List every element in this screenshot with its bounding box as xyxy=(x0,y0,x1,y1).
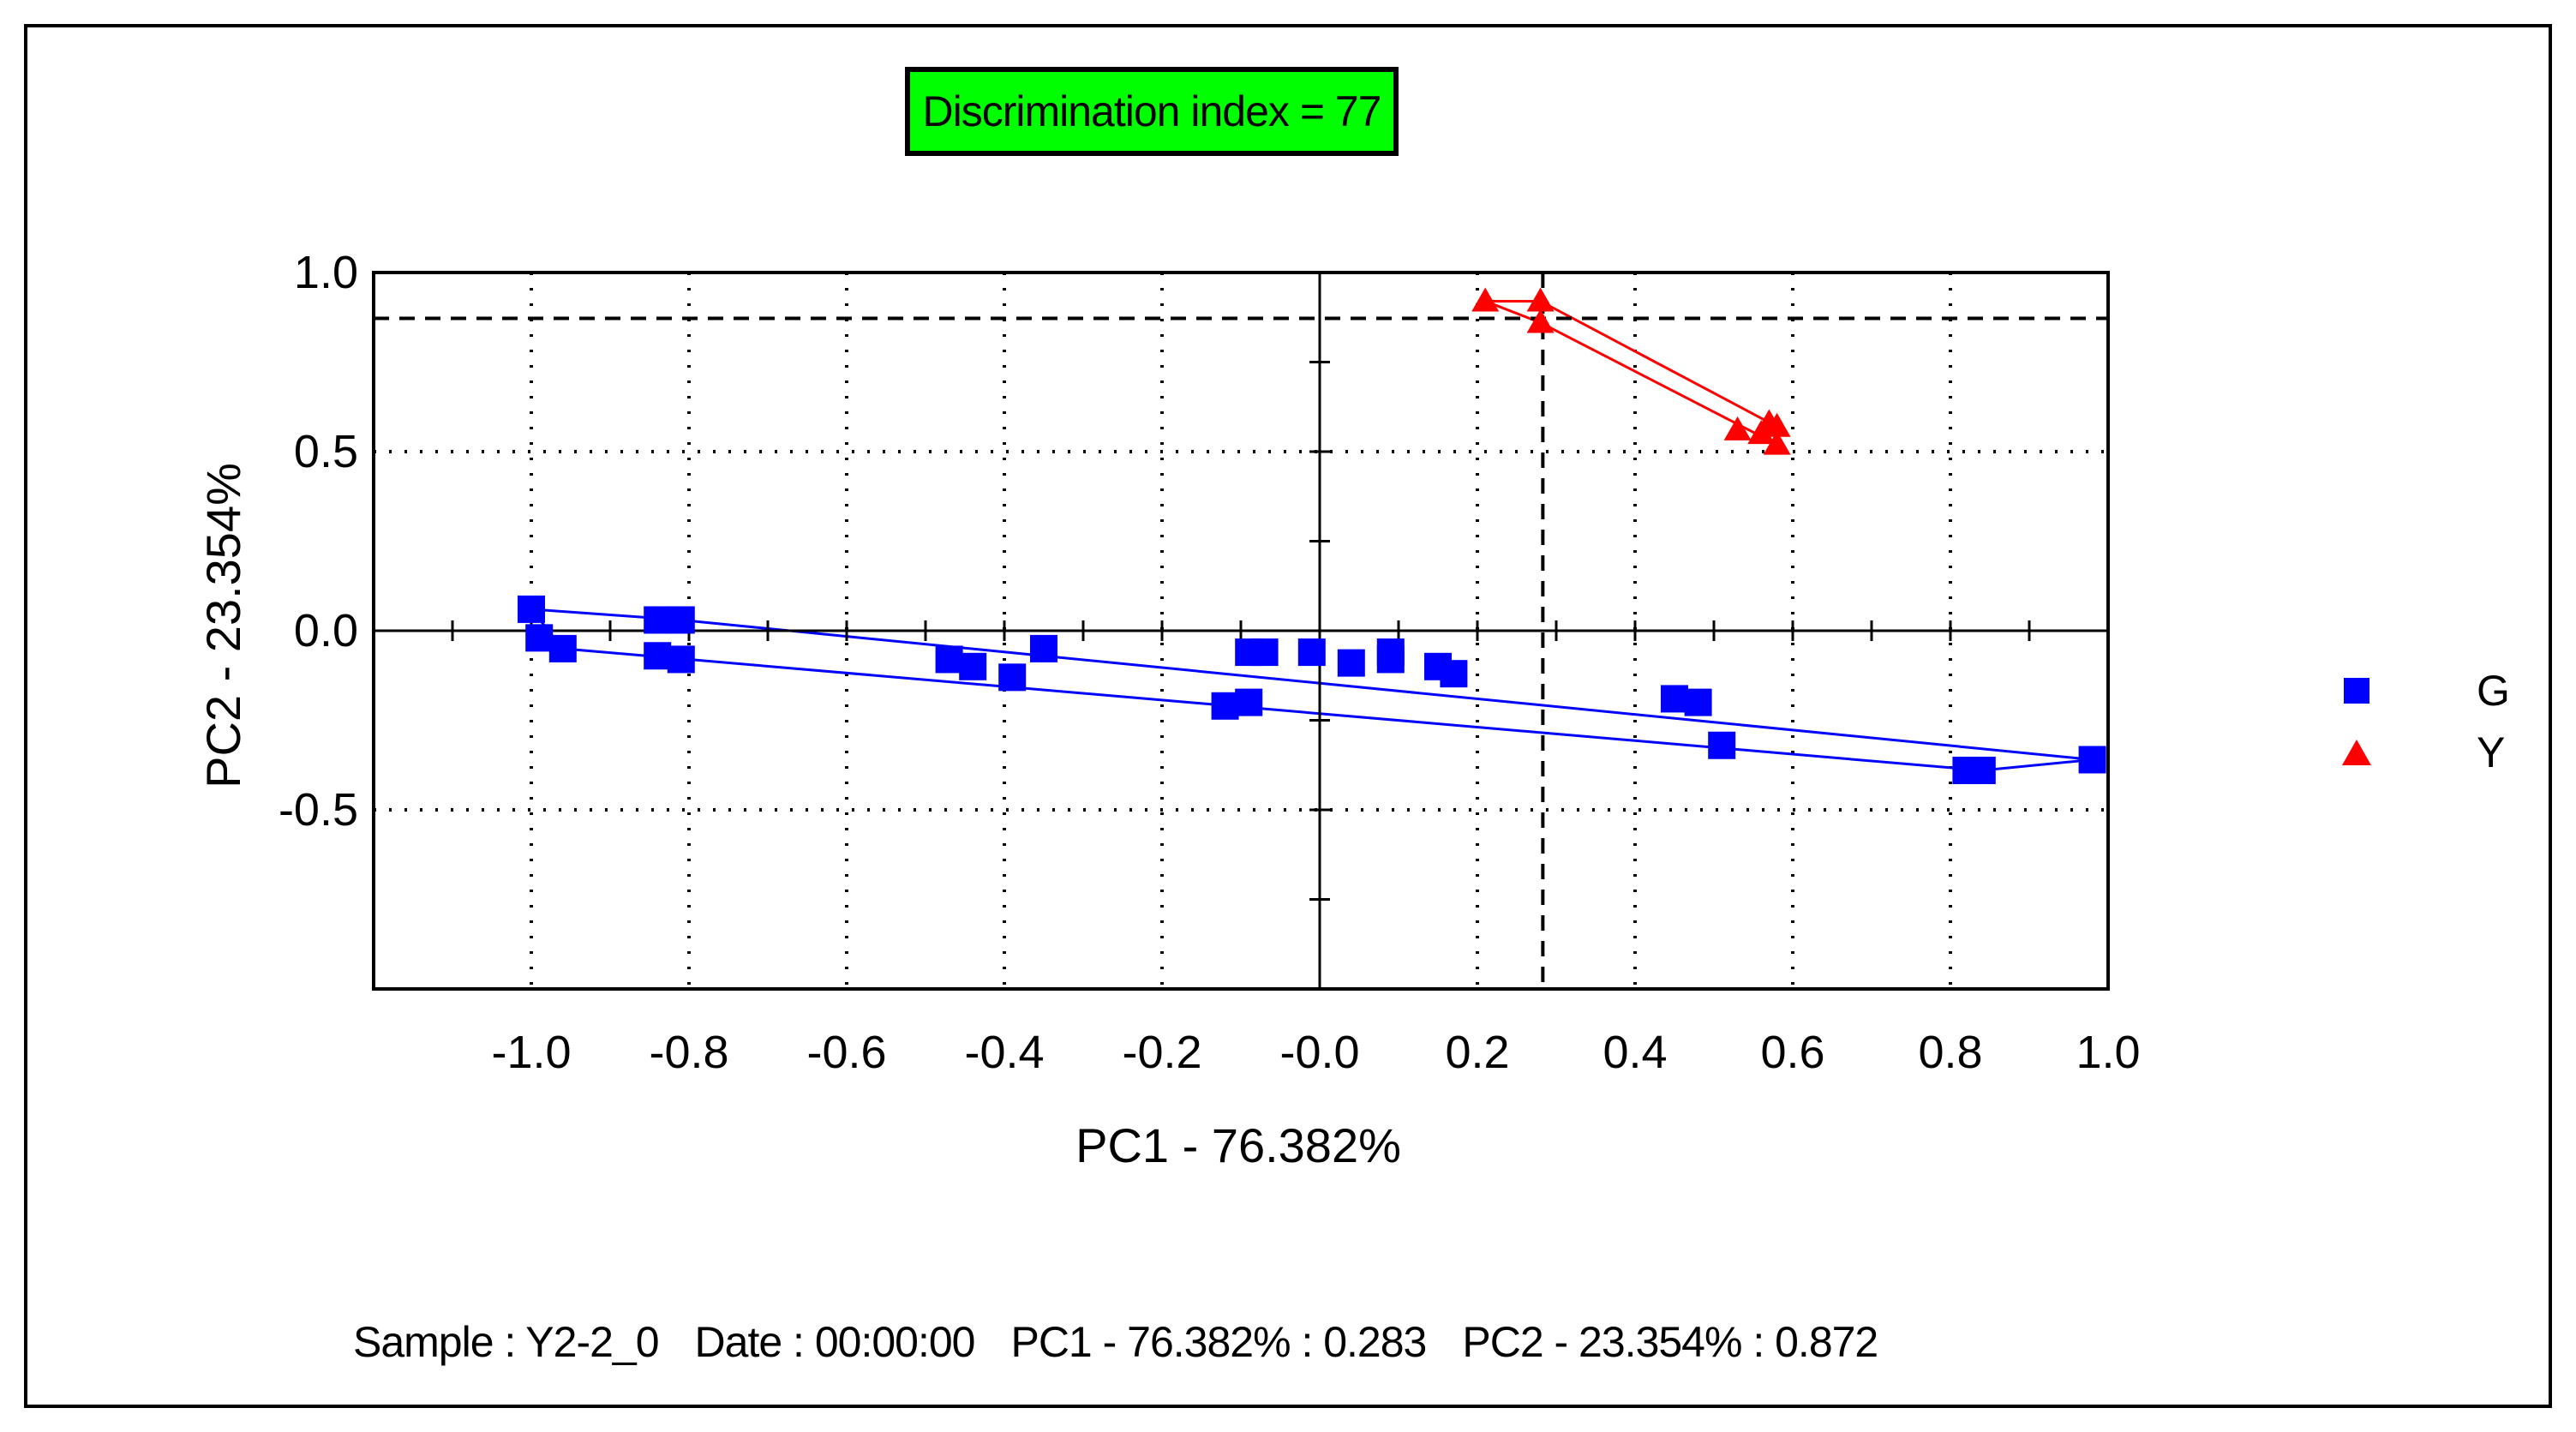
legend-label: G xyxy=(2477,667,2510,715)
y-tick-label: 0.0 xyxy=(294,605,358,656)
legend-item-g: G xyxy=(2331,660,2537,722)
plot-window xyxy=(24,24,2552,1408)
point-g xyxy=(2078,746,2106,774)
point-g xyxy=(525,624,554,652)
status-sample: Sample : Y2-2_0 xyxy=(353,1318,660,1366)
status-pc1: PC1 - 76.382% : 0.283 xyxy=(1010,1318,1427,1366)
point-g xyxy=(935,645,963,674)
point-g xyxy=(1708,731,1736,759)
x-tick-label: 0.8 xyxy=(1918,1027,1982,1078)
y-tick-labels: 1.0 0.5 0.0 -0.5 xyxy=(279,247,358,836)
point-g xyxy=(1030,634,1057,662)
group-hulls xyxy=(530,299,2093,772)
point-g xyxy=(644,606,672,634)
point-g xyxy=(518,595,545,623)
point-g xyxy=(1235,688,1263,716)
x-tick-label: 0.6 xyxy=(1760,1027,1824,1078)
point-g xyxy=(1440,660,1468,688)
point-g xyxy=(1968,757,1996,785)
x-tick-label: -0.8 xyxy=(649,1027,728,1078)
x-tick-label: -1.0 xyxy=(491,1027,571,1078)
point-g xyxy=(1250,638,1279,667)
x-tick-label: -0.2 xyxy=(1122,1027,1201,1078)
x-axis-label: PC1 - 76.382% xyxy=(1075,1118,1401,1172)
legend: G Y xyxy=(2331,660,2537,783)
point-g xyxy=(644,642,672,670)
x-tick-label: -0.0 xyxy=(1279,1027,1359,1078)
point-g xyxy=(1661,685,1688,713)
x-tick-label: 1.0 xyxy=(2076,1027,2140,1078)
point-g xyxy=(548,634,577,662)
triangle-marker-icon xyxy=(2342,740,2371,765)
y-tick-label: 1.0 xyxy=(294,247,358,298)
data-points xyxy=(518,287,2106,785)
x-tick-label: 0.2 xyxy=(1445,1027,1509,1078)
point-y xyxy=(1526,309,1555,333)
x-tick-label: -0.4 xyxy=(964,1027,1044,1078)
status-bar: Sample : Y2-2_0 Date : 00:00:00 PC1 - 76… xyxy=(353,1308,1878,1376)
discrimination-index-badge: Discrimination index = 77 xyxy=(905,67,1399,156)
axes xyxy=(372,271,2110,991)
x-tick-labels: -1.0 -0.8 -0.6 -0.4 -0.2 -0.0 0.2 0.4 0.6 0.8 1.0 xyxy=(491,1027,2140,1078)
point-g xyxy=(667,645,695,674)
y-axis-label: PC2 - 23.354% xyxy=(196,463,250,788)
x-tick-label: 0.4 xyxy=(1603,1027,1667,1078)
point-g xyxy=(1337,649,1365,677)
y-tick-label: -0.5 xyxy=(279,784,358,836)
status-pc2: PC2 - 23.354% : 0.872 xyxy=(1462,1318,1878,1366)
y-tick-label: 0.5 xyxy=(294,426,358,477)
crosshair xyxy=(374,273,2108,989)
point-g xyxy=(1684,688,1712,716)
point-g xyxy=(1297,638,1326,667)
point-y xyxy=(1471,287,1500,312)
point-y xyxy=(1526,287,1555,312)
x-tick-label: -0.6 xyxy=(806,1027,886,1078)
point-y xyxy=(1763,412,1791,437)
point-g xyxy=(667,606,695,634)
status-date: Date : 00:00:00 xyxy=(694,1318,976,1366)
point-y xyxy=(1763,430,1791,455)
hull-y xyxy=(1484,299,1779,447)
point-g xyxy=(959,652,987,680)
legend-item-y: Y xyxy=(2331,722,2537,783)
point-y xyxy=(1723,416,1752,440)
point-g xyxy=(1211,692,1239,720)
point-g xyxy=(1376,638,1405,667)
legend-label: Y xyxy=(2477,728,2506,776)
square-marker-icon xyxy=(2344,678,2369,704)
point-g xyxy=(998,663,1027,692)
hull-g xyxy=(530,608,2093,772)
